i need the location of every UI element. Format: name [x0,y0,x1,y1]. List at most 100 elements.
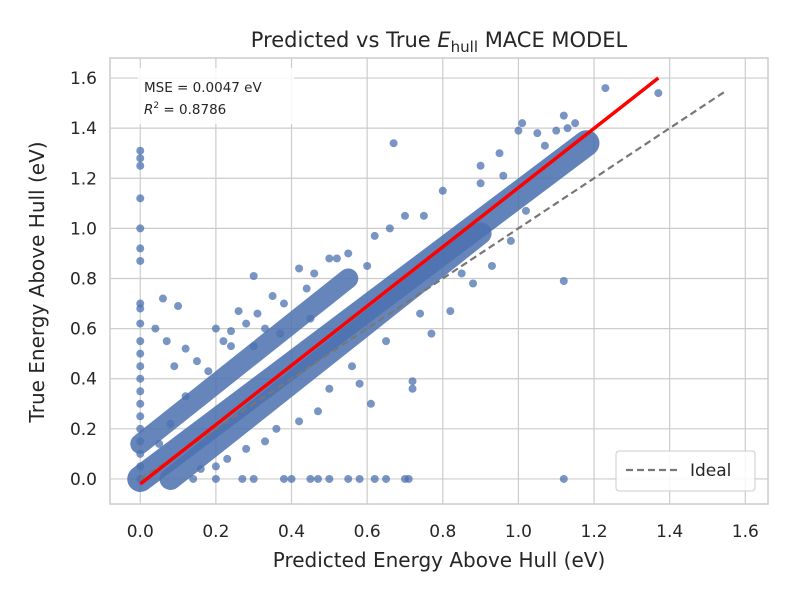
data-point [211,474,220,483]
data-point [563,124,572,133]
data-point [313,474,322,483]
chart-title: Predicted vs True Ehull MACE MODEL [251,28,628,56]
data-point [348,362,357,371]
data-point [302,284,311,293]
data-point [408,377,417,386]
data-point [419,211,428,220]
data-point [389,139,398,148]
data-point [136,374,145,383]
data-point [344,249,353,258]
data-point [136,362,145,371]
data-point [223,454,232,463]
data-point [242,319,251,328]
data-point [571,119,580,128]
data-point [136,349,145,358]
x-tick-label: 1.2 [581,522,608,542]
data-point [136,256,145,265]
data-point [332,254,341,263]
data-point [552,126,561,135]
data-point [521,206,530,215]
data-point [400,211,409,220]
legend-ideal-label: Ideal [690,461,731,481]
data-point [151,324,160,333]
data-point [136,146,145,155]
data-point [162,337,171,346]
data-point [287,474,296,483]
data-point [355,379,364,388]
data-point [158,294,167,303]
data-point [166,419,175,428]
data-point [136,224,145,233]
data-point [234,307,243,316]
data-point [136,399,145,408]
data-point [136,462,145,471]
y-tick-label: 0.8 [70,269,97,289]
data-point [136,412,145,421]
data-point [469,279,478,288]
data-point [310,269,319,278]
data-point [476,161,485,170]
x-tick-label: 1.4 [656,522,683,542]
data-point [408,384,417,393]
stats-r2-value: = 0.8786 [159,102,226,118]
data-point [211,324,220,333]
data-point [170,362,179,371]
y-tick-label: 0.0 [70,470,97,490]
plot-frame [109,57,769,505]
data-point [306,314,315,323]
data-point [487,261,496,270]
data-point [446,307,455,316]
chart-title-subscript: hull [451,38,478,56]
data-point [227,342,236,351]
data-point [495,149,504,158]
data-point [438,186,447,195]
data-point [181,344,190,353]
data-point [136,194,145,203]
stats-box: MSE = 0.0047 eV R2 = 0.8786 [138,68,294,124]
data-point [476,179,485,188]
data-point [249,474,258,483]
plot-area: 0.0 0.2 0.4 0.6 0.8 1.0 1.2 1.4 1.6 0.0 0.2 0.4 0.6 0… [70,57,769,542]
data-point [601,84,610,93]
data-point [559,111,568,120]
data-point [196,464,205,473]
data-point [261,437,270,446]
y-tick-label: 1.2 [70,169,97,189]
x-axis-label: Predicted Energy Above Hull (eV) [273,548,606,572]
data-point [506,236,515,245]
data-point [204,367,213,376]
data-point [136,244,145,253]
y-tick-label: 0.4 [70,370,97,390]
data-point [404,474,413,483]
data-point [382,337,391,346]
data-point [295,417,304,426]
data-point [211,462,220,471]
data-point [344,474,353,483]
data-point [136,387,145,396]
y-tick-label: 1.6 [70,69,97,89]
ideal-line [139,89,728,480]
data-point [325,474,334,483]
data-point [136,319,145,328]
y-axis-label: True Energy Above Hull (eV) [25,141,49,423]
data-point [279,299,288,308]
stats-mse-text: MSE = 0.0047 eV [144,80,262,96]
data-point [192,357,201,366]
data-point [427,329,436,338]
x-tick-label: 1.6 [732,522,759,542]
stats-r2-exponent: 2 [153,101,159,111]
legend: Ideal [615,450,756,492]
data-point [533,129,542,138]
data-point [559,277,568,285]
data-point [238,474,247,483]
x-tick-label: 1.0 [505,522,532,542]
data-point [227,327,236,336]
data-point [249,271,258,280]
data-point [382,474,391,483]
data-point [355,474,364,483]
data-point [268,292,277,301]
data-point [253,309,262,318]
data-point [189,474,198,483]
data-point [155,439,164,448]
